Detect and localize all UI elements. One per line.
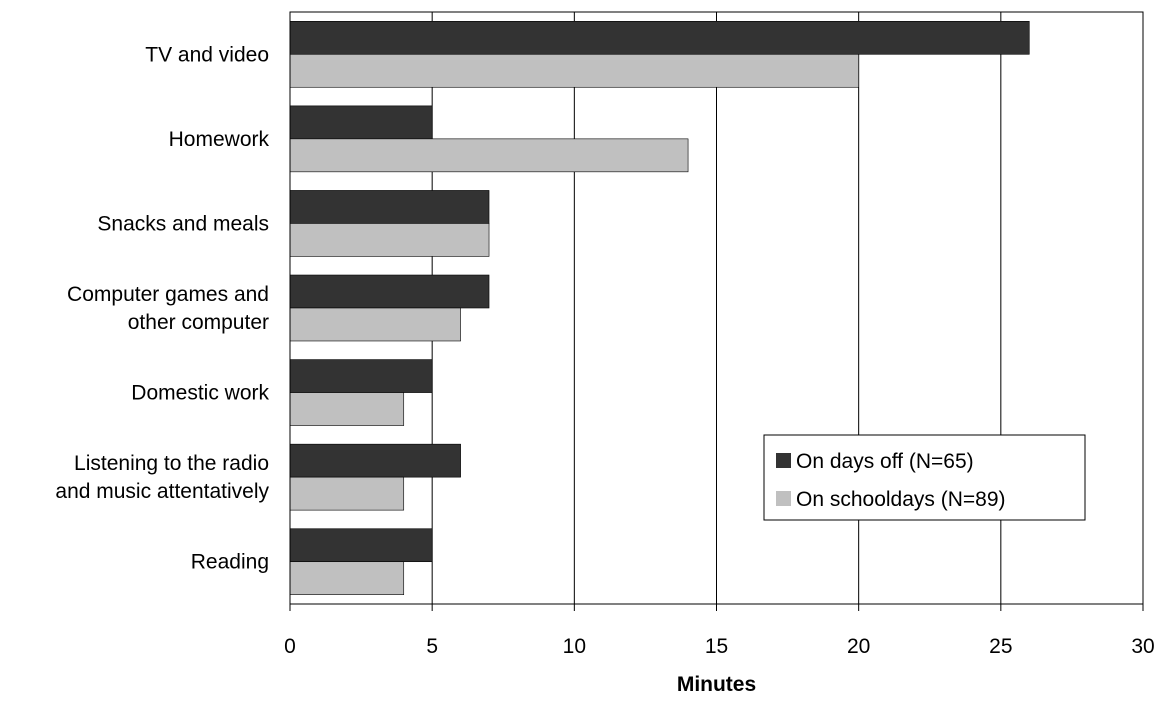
legend-swatch-1 bbox=[776, 491, 791, 506]
bar-series-1-category-5 bbox=[289, 476, 405, 511]
category-label-0-line-0: TV and video bbox=[145, 43, 269, 66]
category-label-5: Listening to the radio and music attentat… bbox=[55, 452, 269, 503]
x-axis-title: Minutes bbox=[677, 673, 756, 696]
category-label-5-line-1: and music attentatively bbox=[55, 480, 269, 503]
x-tick-label-0: 0 bbox=[284, 635, 296, 658]
category-label-4: Domestic work bbox=[131, 382, 269, 405]
y-axis-category-labels: TV and video Homework Snacks and meals Comp… bbox=[55, 43, 269, 573]
category-label-3: Computer games and other computer bbox=[67, 283, 269, 334]
legend-label-0: On days off (N=65) bbox=[796, 450, 974, 473]
x-tick-label-6: 30 bbox=[1131, 635, 1154, 658]
bar-series-0-category-2 bbox=[289, 190, 490, 224]
category-label-6-line-0: Reading bbox=[191, 551, 269, 574]
x-axis: 0 5 10 15 20 25 30 bbox=[284, 604, 1155, 658]
category-label-3-line-1: other computer bbox=[128, 311, 269, 334]
category-label-0: TV and video bbox=[145, 43, 269, 66]
category-label-3-line-0: Computer games and bbox=[67, 283, 269, 306]
legend: On days off (N=65) On schooldays (N=89) bbox=[763, 434, 1086, 521]
category-label-1-line-0: Homework bbox=[169, 128, 270, 151]
x-tick-label-3: 15 bbox=[705, 635, 728, 658]
bar-series-1-category-1 bbox=[289, 138, 689, 173]
bar-series-0-category-0 bbox=[289, 21, 1030, 55]
x-tick-label-5: 25 bbox=[989, 635, 1012, 658]
category-label-2-line-0: Snacks and meals bbox=[97, 212, 269, 235]
legend-swatch-0 bbox=[776, 453, 791, 468]
bar-series-0-category-1 bbox=[289, 105, 433, 140]
bar-series-1-category-4 bbox=[289, 392, 405, 426]
bar-series-1-category-6 bbox=[289, 561, 405, 595]
category-label-6: Reading bbox=[191, 551, 269, 574]
bar-series-1-category-2 bbox=[289, 223, 490, 257]
bar-series-0-category-6 bbox=[289, 528, 433, 563]
bar-series-0-category-5 bbox=[289, 443, 461, 478]
bar-series-1-category-3 bbox=[289, 307, 461, 342]
legend-label-1: On schooldays (N=89) bbox=[796, 488, 1006, 511]
bars bbox=[289, 21, 1030, 595]
category-label-2: Snacks and meals bbox=[97, 212, 269, 235]
legend-box bbox=[763, 434, 1086, 521]
category-label-5-line-0: Listening to the radio bbox=[74, 452, 269, 475]
x-tick-label-2: 10 bbox=[563, 635, 586, 658]
bar-series-1-category-0 bbox=[289, 53, 859, 88]
x-tick-label-1: 5 bbox=[426, 635, 438, 658]
category-label-1: Homework bbox=[169, 128, 270, 151]
bar-series-0-category-4 bbox=[289, 359, 433, 393]
category-label-4-line-0: Domestic work bbox=[131, 382, 269, 405]
bar-series-0-category-3 bbox=[289, 274, 490, 309]
x-tick-label-4: 20 bbox=[847, 635, 870, 658]
